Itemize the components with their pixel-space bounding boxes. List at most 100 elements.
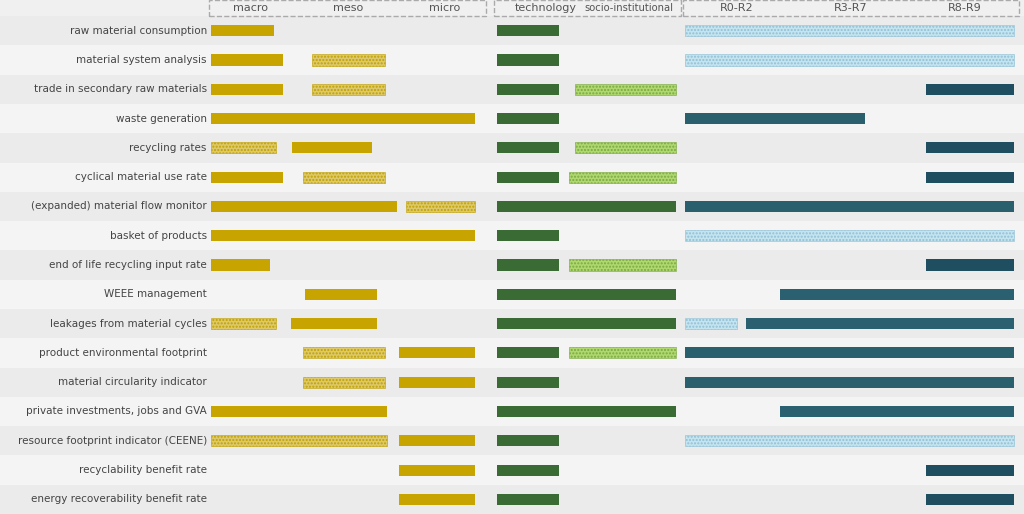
Bar	[0, 309, 1024, 338]
Bar	[0, 192, 1024, 221]
Bar	[211, 25, 274, 36]
Bar	[211, 318, 276, 329]
Bar	[926, 142, 1014, 154]
Text: recyclability benefit rate: recyclability benefit rate	[79, 465, 207, 475]
Bar	[211, 406, 387, 417]
Text: leakages from material cycles: leakages from material cycles	[50, 319, 207, 328]
Bar	[498, 377, 559, 388]
Bar	[211, 201, 397, 212]
Bar	[0, 280, 1024, 309]
Bar	[211, 142, 276, 154]
Bar	[685, 25, 1014, 36]
Text: technology: technology	[515, 3, 578, 13]
Text: resource footprint indicator (CEENE): resource footprint indicator (CEENE)	[17, 436, 207, 446]
Bar	[569, 260, 676, 270]
Bar	[0, 104, 1024, 133]
Bar	[406, 201, 475, 212]
Bar	[0, 368, 1024, 397]
Bar	[0, 455, 1024, 485]
Bar	[303, 347, 385, 358]
Text: material system analysis: material system analysis	[77, 55, 207, 65]
Text: private investments, jobs and GVA: private investments, jobs and GVA	[26, 407, 207, 416]
Bar	[569, 347, 676, 358]
Bar	[746, 318, 1014, 329]
Bar	[303, 172, 385, 183]
Bar	[575, 142, 676, 154]
Bar	[575, 84, 676, 95]
Bar	[926, 494, 1014, 505]
Bar	[498, 494, 559, 505]
Bar	[780, 289, 1014, 300]
Bar	[926, 260, 1014, 270]
Bar	[498, 54, 559, 66]
Bar	[494, 0, 681, 16]
Bar	[399, 494, 475, 505]
Bar	[0, 133, 1024, 162]
Text: R3-R7: R3-R7	[835, 3, 867, 13]
Bar	[498, 84, 559, 95]
Bar	[312, 54, 385, 66]
Text: WEEE management: WEEE management	[104, 289, 207, 299]
Bar	[211, 260, 270, 270]
Text: R8-R9: R8-R9	[948, 3, 982, 13]
Bar	[685, 230, 1014, 242]
Bar	[498, 406, 676, 417]
Bar	[926, 465, 1014, 475]
Bar	[498, 289, 676, 300]
Bar	[498, 318, 676, 329]
Bar	[399, 347, 475, 358]
Text: material circularity indicator: material circularity indicator	[58, 377, 207, 387]
Text: micro: micro	[429, 3, 460, 13]
Bar	[498, 347, 559, 358]
Bar	[211, 230, 475, 242]
Text: basket of products: basket of products	[110, 231, 207, 241]
Text: socio-institutional: socio-institutional	[584, 3, 673, 13]
Bar	[685, 201, 1014, 212]
Bar	[303, 377, 385, 388]
Bar	[312, 84, 385, 95]
Bar	[685, 377, 1014, 388]
Bar	[211, 113, 475, 124]
Bar	[683, 0, 1019, 16]
Text: (expanded) material flow monitor: (expanded) material flow monitor	[31, 201, 207, 211]
Bar	[209, 0, 486, 16]
Bar	[0, 250, 1024, 280]
Bar	[211, 84, 283, 95]
Bar	[211, 172, 283, 183]
Bar	[498, 435, 559, 446]
Text: recycling rates: recycling rates	[129, 143, 207, 153]
Text: waste generation: waste generation	[116, 114, 207, 123]
Bar	[211, 54, 283, 66]
Text: cyclical material use rate: cyclical material use rate	[75, 172, 207, 182]
Bar	[926, 172, 1014, 183]
Text: end of life recycling input rate: end of life recycling input rate	[49, 260, 207, 270]
Bar	[0, 397, 1024, 426]
Bar	[685, 54, 1014, 66]
Bar	[498, 230, 559, 242]
Bar	[291, 318, 377, 329]
Text: raw material consumption: raw material consumption	[70, 26, 207, 36]
Bar	[399, 435, 475, 446]
Bar	[0, 45, 1024, 75]
Bar	[926, 84, 1014, 95]
Bar	[0, 426, 1024, 455]
Bar	[0, 162, 1024, 192]
Text: energy recoverability benefit rate: energy recoverability benefit rate	[31, 494, 207, 504]
Bar	[0, 221, 1024, 250]
Text: R0-R2: R0-R2	[720, 3, 754, 13]
Bar	[498, 142, 559, 154]
Bar	[498, 465, 559, 475]
Bar	[292, 142, 372, 154]
Text: macro: macro	[233, 3, 268, 13]
Bar	[0, 16, 1024, 45]
Bar	[685, 435, 1014, 446]
Bar	[498, 260, 559, 270]
Bar	[569, 172, 676, 183]
Bar	[305, 289, 377, 300]
Bar	[685, 113, 865, 124]
Text: product environmental footprint: product environmental footprint	[39, 348, 207, 358]
Bar	[498, 201, 676, 212]
Bar	[685, 347, 1014, 358]
Bar	[498, 25, 559, 36]
Bar	[399, 465, 475, 475]
